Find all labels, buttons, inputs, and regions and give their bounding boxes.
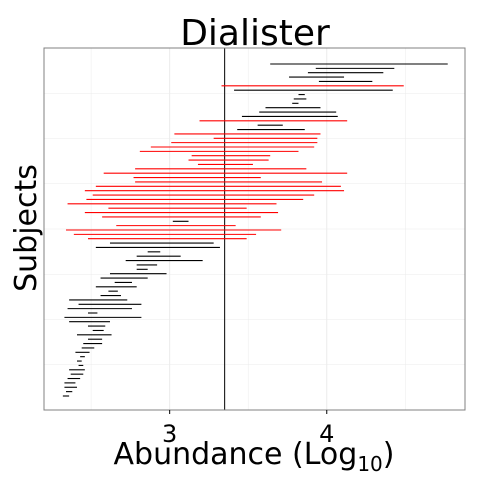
- panel-border: [43, 47, 466, 411]
- y-axis-title: Subjects: [9, 164, 44, 292]
- chart-title: Dialister: [180, 13, 330, 54]
- x-axis-title-close: ): [383, 437, 395, 472]
- x-axis-title-main: Abundance (Log: [114, 437, 358, 472]
- interval-segments: [62, 63, 448, 397]
- x-tick-label: 3: [162, 420, 177, 448]
- x-tick-label: 4: [319, 420, 334, 448]
- x-axis-title: Abundance (Log10): [114, 437, 395, 476]
- x-axis-title-subscript: 10: [357, 452, 382, 476]
- grid-lines: [44, 48, 465, 410]
